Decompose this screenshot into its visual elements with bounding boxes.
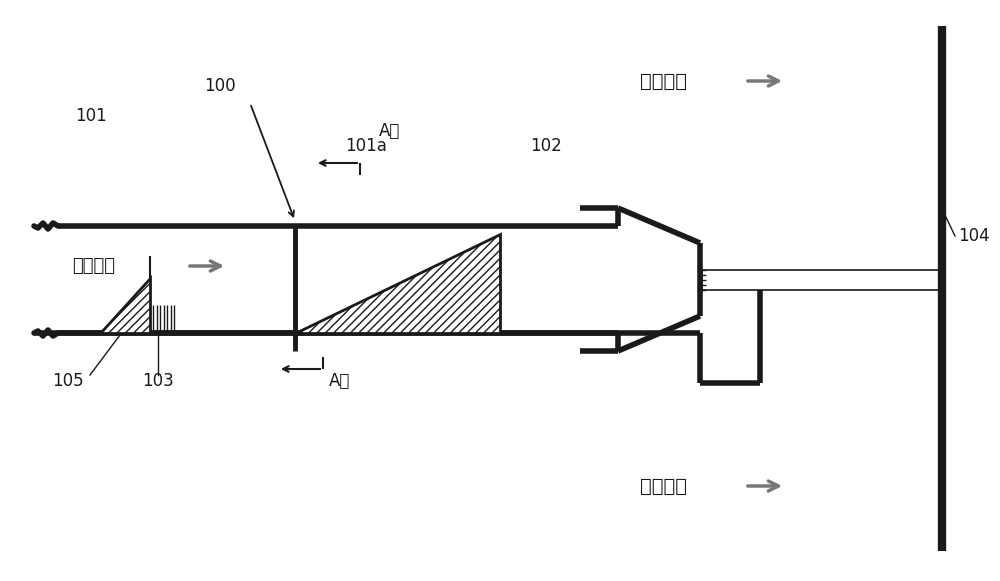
Text: 103: 103 [142, 372, 174, 390]
Text: 101: 101 [75, 107, 107, 125]
Polygon shape [295, 234, 500, 333]
Text: 101a: 101a [345, 137, 387, 155]
Text: 102: 102 [530, 137, 562, 155]
Text: A向: A向 [329, 372, 351, 390]
Text: 105: 105 [52, 372, 84, 390]
Text: A向: A向 [379, 122, 401, 140]
Text: 烟气流向: 烟气流向 [640, 71, 687, 91]
Text: 104: 104 [958, 227, 990, 245]
Text: 100: 100 [204, 77, 236, 95]
Text: 含氨气流: 含氨气流 [72, 257, 115, 275]
Polygon shape [100, 278, 150, 333]
Text: 烟气流向: 烟气流向 [640, 476, 687, 496]
